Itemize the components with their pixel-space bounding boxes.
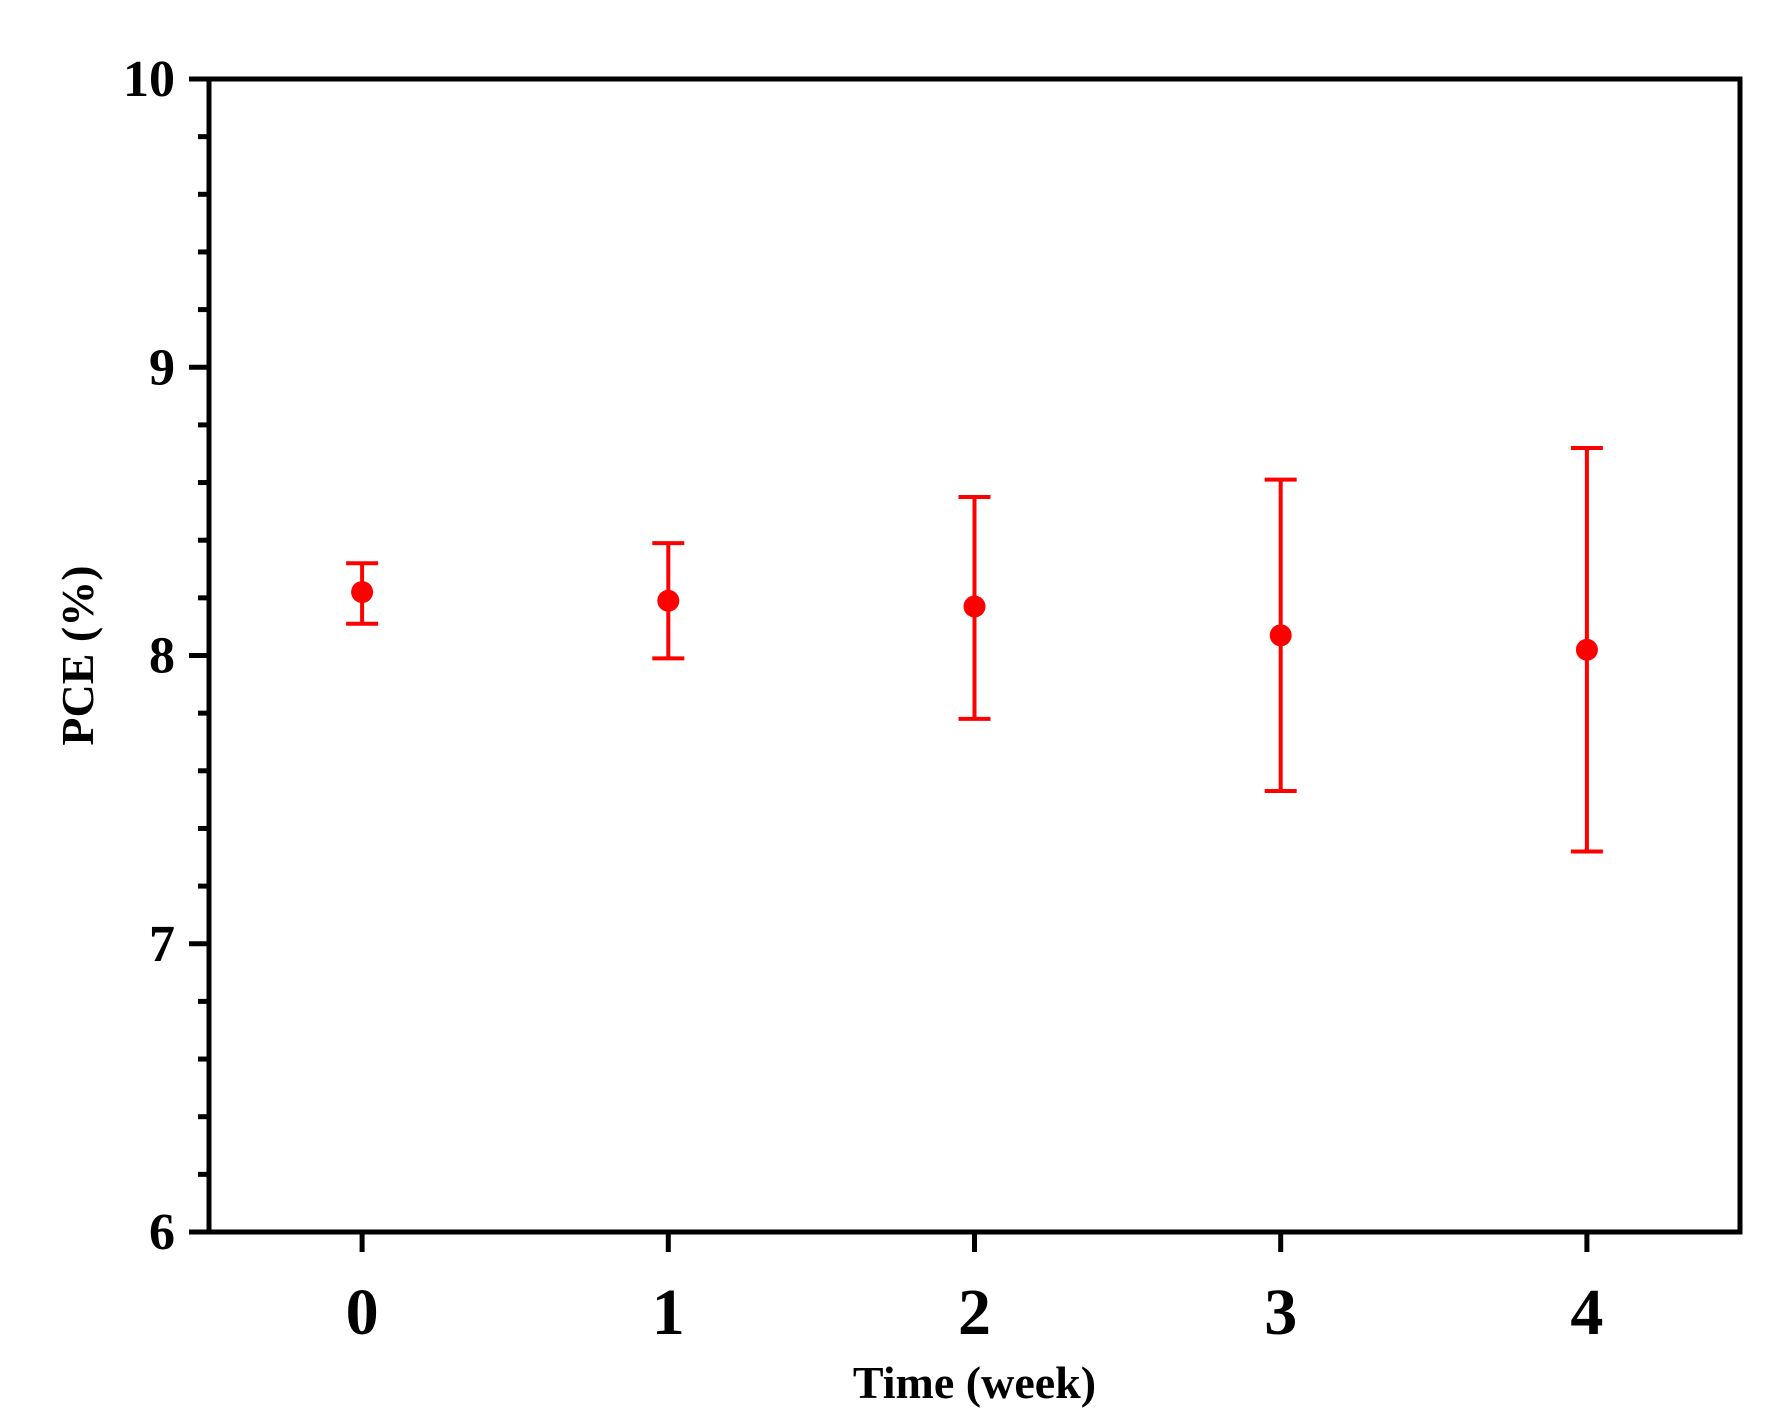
y-tick-label: 8: [149, 628, 175, 685]
y-tick-label: 7: [149, 916, 175, 973]
x-tick-label: 1: [652, 1276, 685, 1349]
x-axis-label: Time (week): [853, 1357, 1096, 1408]
data-point: [1575, 638, 1598, 661]
x-axis-ticks: 0 1 2 3 4: [346, 1232, 1603, 1349]
x-tick-label: 3: [1264, 1276, 1297, 1349]
data-point: [351, 581, 374, 604]
x-tick-label: 2: [958, 1276, 991, 1349]
data-point: [657, 589, 680, 612]
y-axis-label: PCE (%): [52, 565, 103, 745]
y-tick-label: 6: [149, 1204, 175, 1261]
data-point: [963, 595, 986, 618]
data-point: [1269, 624, 1292, 647]
x-tick-label: 0: [346, 1276, 379, 1349]
y-tick-label: 9: [149, 339, 175, 396]
x-tick-label: 4: [1570, 1276, 1603, 1349]
series-layer: [346, 445, 1603, 854]
y-tick-label: 10: [123, 51, 175, 108]
plot-frame: [206, 76, 1743, 1235]
y-axis-ticks: 6 7 8 9 10: [123, 51, 209, 1261]
